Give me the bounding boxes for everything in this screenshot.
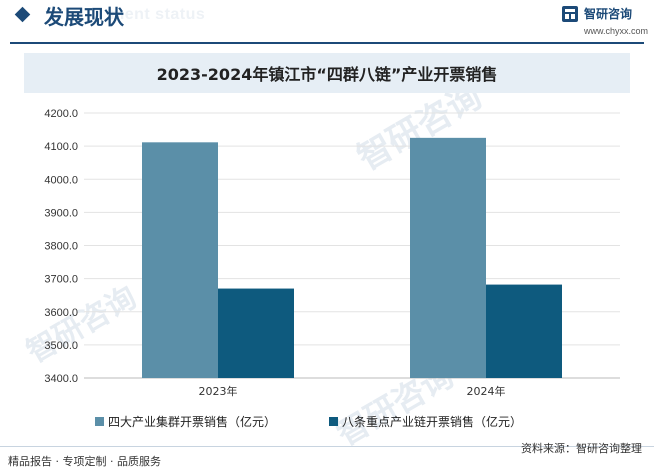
legend-swatch-series1 [95, 417, 104, 426]
legend-item-series2: 八条重点产业链开票销售（亿元） [329, 413, 522, 430]
source-note: 资料来源：智研咨询整理 [521, 442, 642, 455]
bar-series1 [142, 142, 218, 378]
y-tick-label: 3600.0 [44, 307, 78, 319]
legend-swatch-series2 [329, 417, 338, 426]
y-tick-label: 4200.0 [44, 108, 78, 120]
y-tick-label: 3500.0 [44, 340, 78, 352]
y-tick-label: 3900.0 [44, 207, 78, 219]
x-tick-label: 2024年 [467, 384, 506, 398]
bar-series1 [410, 137, 486, 378]
page-title: 发展现状 [44, 5, 124, 29]
legend-item-series1: 四大产业集群开票销售（亿元） [95, 413, 276, 430]
chart-title-band: 2023-2024年镇江市“四群八链”产业开票销售 [24, 53, 630, 93]
x-tick-label: 2023年 [199, 384, 238, 398]
y-tick-label: 3400.0 [44, 373, 78, 385]
logo-name: 智研咨询 [584, 7, 633, 21]
bar-series2 [486, 284, 562, 378]
y-tick-label: 3800.0 [44, 241, 78, 253]
y-tick-label: 4100.0 [44, 141, 78, 153]
footer-divider [0, 446, 654, 447]
y-tick-label: 4000.0 [44, 174, 78, 186]
bar-series2 [218, 288, 294, 378]
chart-title: 2023-2024年镇江市“四群八链”产业开票销售 [156, 65, 498, 84]
legend-label-series1: 四大产业集群开票销售（亿元） [108, 415, 277, 429]
header-divider [10, 42, 644, 44]
logo-url: www.chyxx.com [584, 26, 649, 36]
legend-label-series2: 八条重点产业链开票销售（亿元） [342, 415, 523, 429]
footer-slogan: 精品报告 · 专项定制 · 品质服务 [8, 455, 161, 468]
logo-icon [562, 6, 578, 22]
y-tick-label: 3700.0 [44, 274, 78, 286]
header-subtitle-en: ment status [110, 6, 206, 23]
